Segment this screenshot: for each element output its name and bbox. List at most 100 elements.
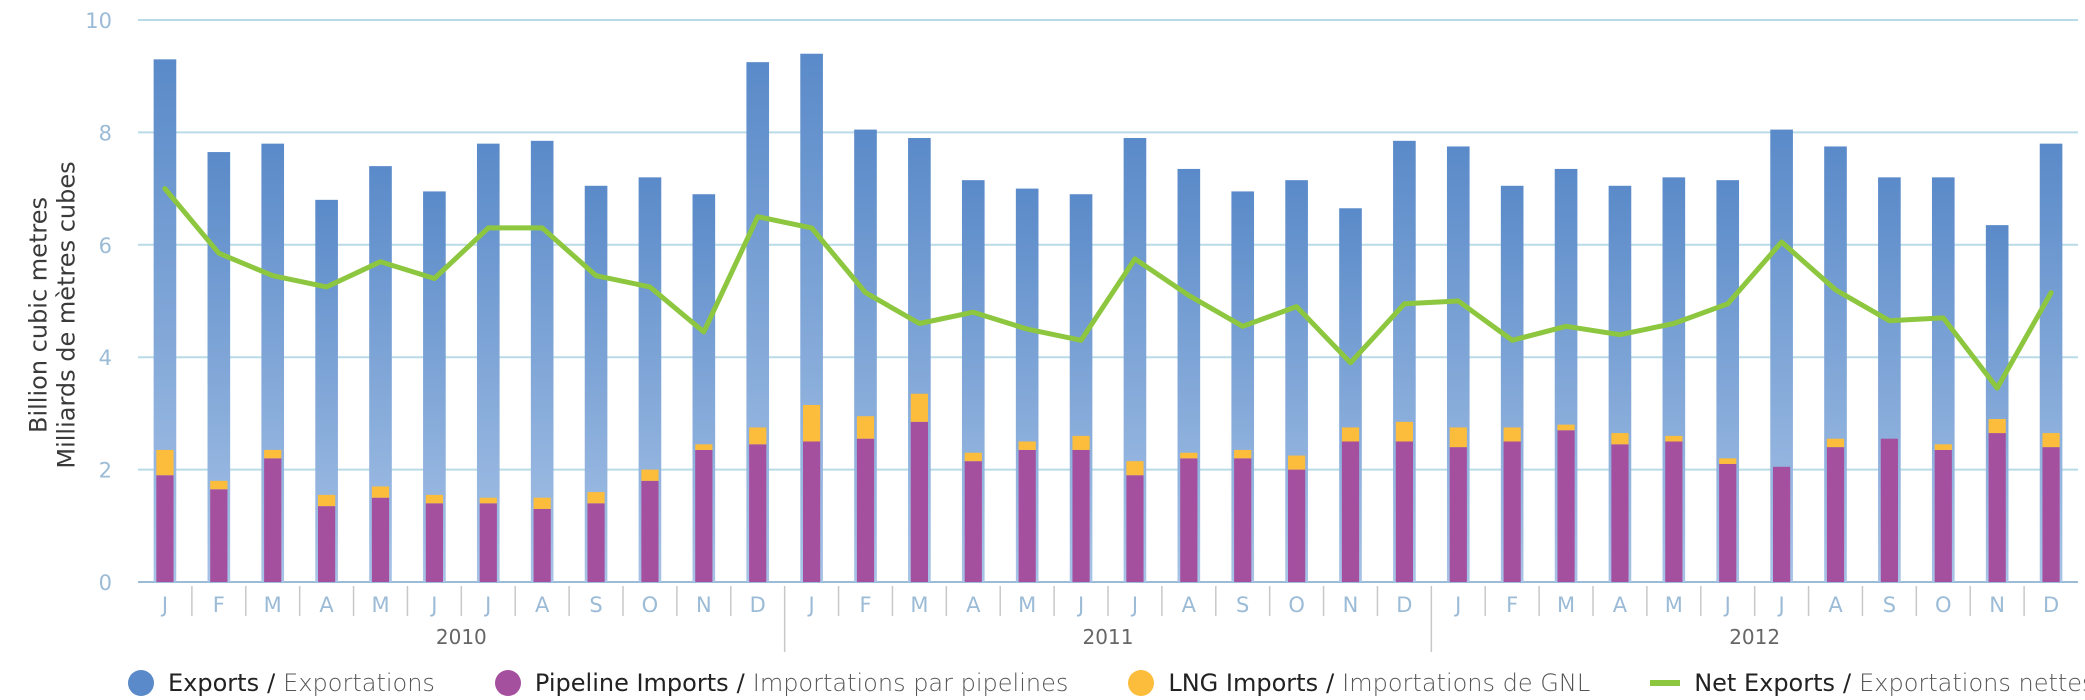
pipeline-imports-bar (479, 503, 497, 582)
x-tick-label: O (1935, 593, 1952, 617)
pipeline-imports-bar (1395, 441, 1413, 582)
year-label: 2012 (1729, 625, 1780, 649)
exports-swatch-icon (128, 670, 154, 696)
x-tick-label: M (1557, 593, 1575, 617)
pipeline-imports-bar (1234, 458, 1252, 582)
x-tick-label: J (160, 593, 168, 617)
lng-imports-bar (1072, 435, 1090, 450)
lng-imports-bar (1719, 458, 1737, 464)
legend-item-net: Net Exports / Exportations nettes (1650, 669, 2085, 697)
lng-imports-bar (2042, 433, 2060, 448)
x-tick-label: S (1236, 593, 1249, 617)
pipeline-imports-bar (1665, 441, 1683, 582)
x-tick-label: D (750, 593, 766, 617)
exports-bar (476, 143, 500, 582)
lng-imports-bar (156, 449, 174, 476)
pipeline-imports-bar (1018, 449, 1036, 582)
exports-bar (315, 199, 338, 582)
legend-label-fr: Importations de GNL (1342, 669, 1591, 697)
pipeline-imports-bar (1288, 469, 1306, 582)
pipeline-imports-bar (695, 449, 713, 582)
lng-imports-bar (749, 427, 767, 445)
x-tick-label: M (1665, 593, 1683, 617)
x-tick-label: F (1506, 593, 1518, 617)
exports-bar (207, 152, 231, 582)
x-tick-label: N (1989, 593, 2005, 617)
lng-imports-bar (1611, 433, 1629, 445)
legend: Exports / Exportations Pipeline Imports … (128, 668, 2085, 698)
lng-imports-bar (910, 393, 928, 422)
legend-item-pipeline: Pipeline Imports / Importations par pipe… (494, 669, 1068, 697)
net-exports-series-line (162, 186, 2054, 391)
y-axis-label: Billion cubic metres Milliards de mètres… (8, 40, 98, 590)
legend-label-en: Exports (168, 669, 260, 697)
x-tick-label: A (319, 593, 334, 617)
exports-bar (423, 191, 446, 582)
lng-imports-bar (318, 494, 336, 507)
x-tick-label: N (1343, 593, 1359, 617)
pipeline-imports-bar (964, 461, 982, 582)
legend-item-lng: LNG Imports / Importations de GNL (1128, 669, 1590, 697)
x-tick-label: J (1130, 593, 1138, 617)
x-tick-label: A (1828, 593, 1843, 617)
pipeline-imports-bar (425, 503, 443, 582)
y-tick-labels: 0 2 4 6 8 10 (85, 9, 112, 595)
pipeline-imports-bar (1880, 438, 1898, 582)
pipeline-imports-bar (371, 497, 390, 582)
pipeline-swatch-icon (494, 670, 521, 696)
pipeline-imports-bar (2042, 447, 2060, 582)
x-tick-label: M (1018, 593, 1036, 617)
lng-imports-bar (1180, 452, 1198, 459)
x-tick-label: A (535, 593, 550, 617)
pipeline-imports-bar (1072, 449, 1090, 582)
exports-bar (369, 166, 392, 582)
x-tick-label: O (642, 593, 659, 617)
lng-imports-bar (1934, 444, 1952, 450)
lng-imports-bar (1126, 461, 1144, 476)
x-tick-label: J (429, 593, 437, 617)
lng-imports-bar (371, 486, 390, 498)
lng-imports-bar (533, 497, 551, 509)
net-swatch-icon (1650, 680, 1681, 686)
lng-imports-bar (1341, 427, 1360, 442)
pipeline-imports-bar (210, 489, 228, 582)
year-label: 2011 (1083, 625, 1134, 649)
x-tick-label: O (1288, 593, 1305, 617)
x-tick-label: M (264, 593, 282, 617)
pipeline-imports-bar (1611, 444, 1629, 582)
x-tick-label: M (910, 593, 928, 617)
exports-bar (584, 185, 608, 583)
x-tick-label: N (696, 593, 712, 617)
legend-label-en: Net Exports (1694, 669, 1836, 697)
x-tick-label: D (1396, 593, 1412, 617)
pipeline-imports-bar (1988, 433, 2006, 582)
x-tick-label: F (213, 593, 225, 617)
exports-bar (530, 140, 554, 582)
pipeline-imports-bar (1934, 449, 1952, 582)
y-tick-label: 4 (99, 346, 112, 370)
legend-label-en: LNG Imports (1168, 669, 1319, 697)
x-tick-label: A (966, 593, 981, 617)
legend-label-fr: Exportations nettes (1859, 669, 2085, 697)
lng-imports-bar (210, 480, 228, 490)
lng-imports-bar (1557, 424, 1575, 431)
lng-imports-bar (1826, 438, 1845, 448)
pipeline-imports-bar (1826, 447, 1845, 582)
pipeline-imports-bar (533, 508, 551, 582)
lng-imports-bar (641, 469, 659, 481)
legend-item-exports: Exports / Exportations (128, 669, 435, 697)
x-tick-label: M (371, 593, 389, 617)
lng-imports-bar (587, 492, 605, 504)
legend-label-fr: Exportations (283, 669, 435, 697)
pipeline-imports-bar (803, 441, 821, 582)
gridlines (138, 19, 2078, 583)
y-axis-label-en: Billion cubic metres (24, 197, 53, 433)
pipeline-imports-bar (1557, 430, 1575, 582)
lng-imports-bar (425, 494, 443, 504)
lng-swatch-icon (1128, 670, 1155, 696)
pipeline-imports-bar (156, 475, 174, 582)
chart-area: 0 2 4 6 8 10 J F M A M J J A S O N D J F M A M J J A S O N D J F M A M J J A… (85, 9, 2078, 652)
y-tick-label: 2 (99, 459, 112, 483)
lng-imports-bar (1018, 441, 1036, 450)
lng-imports-bar (1395, 421, 1413, 442)
